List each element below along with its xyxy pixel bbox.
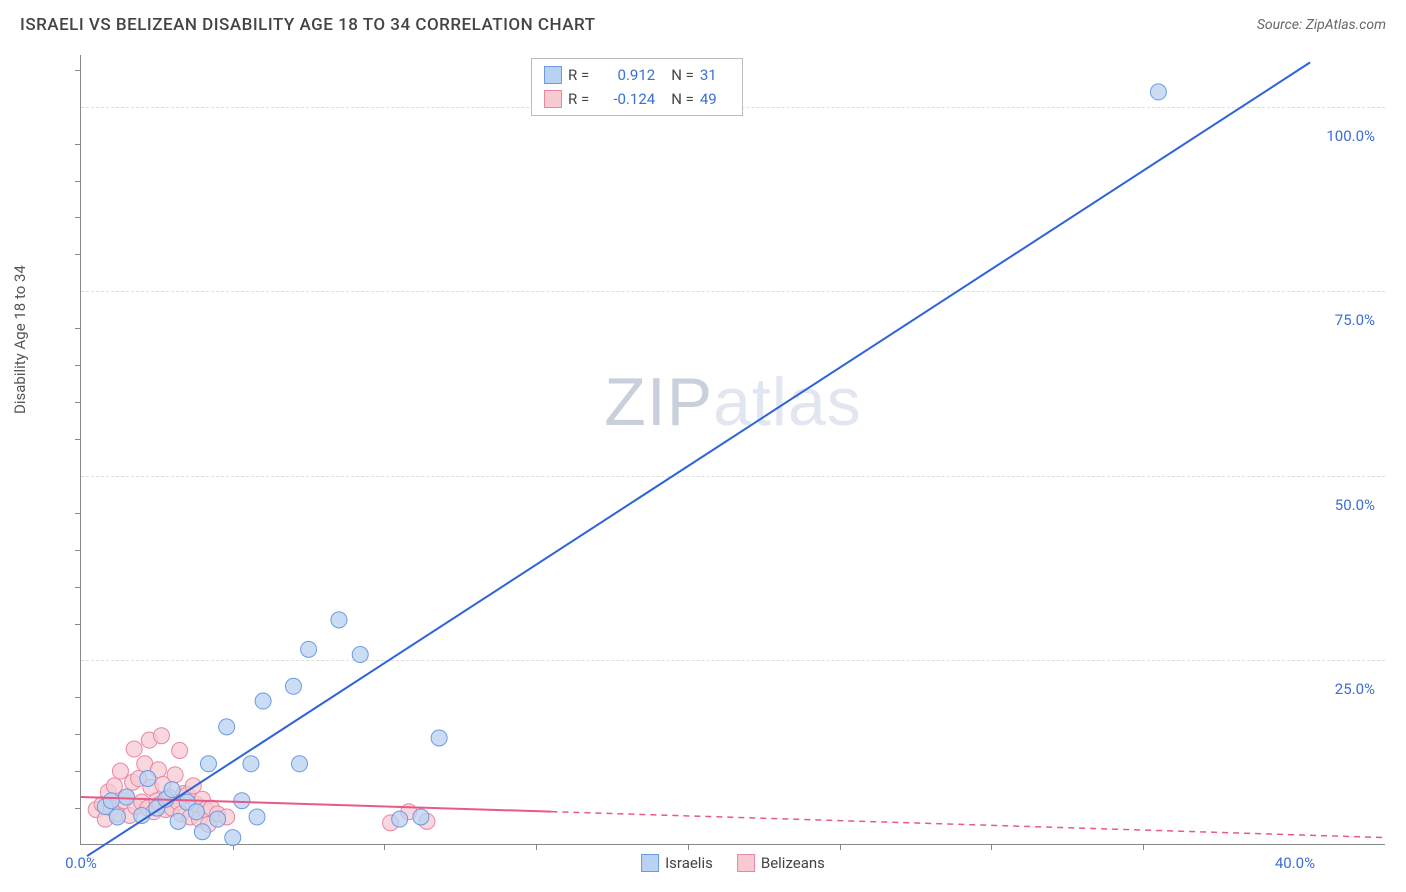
israelis-point	[219, 719, 235, 735]
israelis-point	[234, 793, 250, 809]
belizeans-point	[153, 728, 169, 744]
israelis-point	[285, 678, 301, 694]
chart-header: ISRAELI VS BELIZEAN DISABILITY AGE 18 TO…	[0, 0, 1406, 50]
israelis-point	[431, 730, 447, 746]
israelis-point	[109, 809, 125, 825]
plot-area: 25.0%50.0%75.0%100.0% 0.0%40.0% ZIPatlas…	[80, 55, 1385, 845]
israelis-point	[119, 789, 135, 805]
legend: Israelis Belizeans	[641, 854, 825, 872]
israelis-point	[352, 647, 368, 663]
israelis-point	[170, 813, 186, 829]
chart-source: Source: ZipAtlas.com	[1257, 17, 1386, 33]
stat-r-value: -0.124	[595, 87, 655, 111]
stat-n-label: N =	[671, 63, 694, 87]
israelis-point	[225, 830, 241, 846]
israelis-point	[194, 824, 210, 840]
israelis-point	[413, 809, 429, 825]
stats-row: R = 0.912 N = 31	[544, 63, 730, 87]
stat-swatch	[544, 66, 562, 84]
israelis-point	[243, 756, 259, 772]
chart-container: Disability Age 18 to 34 25.0%50.0%75.0%1…	[50, 55, 1385, 855]
legend-item: Belizeans	[737, 854, 825, 872]
legend-swatch	[641, 854, 659, 872]
israelis-point	[164, 782, 180, 798]
scatter-plot-svg	[81, 55, 1386, 845]
stat-swatch	[544, 90, 562, 108]
israelis-point	[188, 804, 204, 820]
israelis-point	[1150, 84, 1166, 100]
stat-n-value: 31	[700, 63, 730, 87]
belizeans-point	[112, 763, 128, 779]
israelis-point	[292, 756, 308, 772]
stats-box: R = 0.912 N = 31 R = -0.124 N = 49	[531, 58, 743, 116]
stat-n-value: 49	[700, 87, 730, 111]
stat-r-label: R =	[568, 63, 589, 87]
israelis-point	[331, 612, 347, 628]
belizeans-trend-line-dashed	[551, 812, 1386, 838]
israelis-trend-line	[87, 62, 1310, 856]
belizeans-point	[172, 742, 188, 758]
x-tick-label: 0.0%	[65, 854, 97, 872]
y-axis-label: Disability Age 18 to 34	[11, 265, 29, 414]
israelis-point	[103, 793, 119, 809]
israelis-point	[255, 693, 271, 709]
belizeans-point	[167, 767, 183, 783]
israelis-point	[249, 809, 265, 825]
belizeans-point	[106, 778, 122, 794]
stat-r-label: R =	[568, 87, 589, 111]
chart-title: ISRAELI VS BELIZEAN DISABILITY AGE 18 TO…	[20, 15, 595, 35]
israelis-point	[301, 641, 317, 657]
x-tick-label: 40.0%	[1275, 854, 1315, 872]
israelis-point	[140, 771, 156, 787]
israelis-point	[210, 811, 226, 827]
legend-item: Israelis	[641, 854, 713, 872]
legend-swatch	[737, 854, 755, 872]
legend-label: Belizeans	[761, 854, 825, 872]
stats-row: R = -0.124 N = 49	[544, 87, 730, 111]
israelis-point	[392, 811, 408, 827]
stat-r-value: 0.912	[595, 63, 655, 87]
israelis-point	[200, 756, 216, 772]
belizeans-point	[126, 741, 142, 757]
legend-label: Israelis	[665, 854, 713, 872]
stat-n-label: N =	[671, 87, 694, 111]
